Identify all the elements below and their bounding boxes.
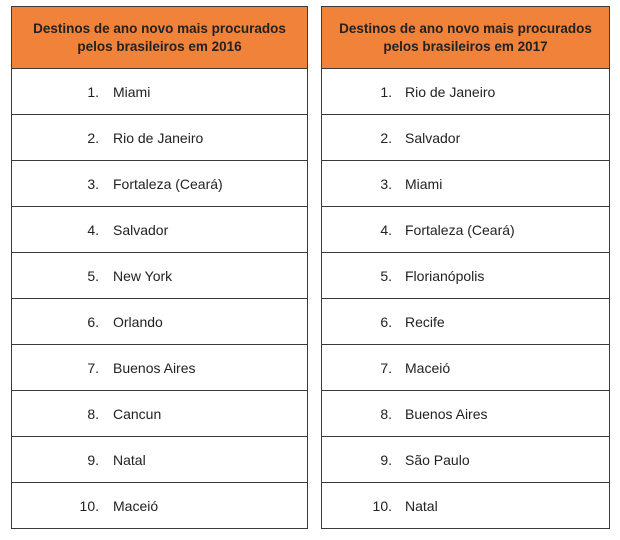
destination-name: Cancun: [113, 405, 162, 422]
rank-number: 8.: [380, 405, 392, 422]
destination-name: Rio de Janeiro: [405, 83, 496, 100]
rank-number: 4.: [380, 221, 392, 238]
rank-number: 9.: [87, 451, 99, 468]
table-row: 3. Miami: [322, 161, 609, 207]
rank-number: 5.: [87, 267, 99, 284]
rank-number: 8.: [87, 405, 99, 422]
rank-number: 10.: [79, 497, 99, 514]
destination-name: Miami: [113, 83, 151, 100]
table-row: 8. Buenos Aires: [322, 391, 609, 437]
table-row: 2. Salvador: [322, 115, 609, 161]
table-row: 2. Rio de Janeiro: [12, 115, 307, 161]
rank-number: 1.: [380, 83, 392, 100]
table-row: 5. Florianópolis: [322, 253, 609, 299]
destination-name: Fortaleza (Ceará): [113, 175, 223, 192]
destination-name: Buenos Aires: [405, 405, 488, 422]
table-row: 1. Miami: [12, 69, 307, 115]
table-row: 3. Fortaleza (Ceará): [12, 161, 307, 207]
table-row: 6. Orlando: [12, 299, 307, 345]
rank-number: 4.: [87, 221, 99, 238]
rank-number: 6.: [380, 313, 392, 330]
table-row: 4. Fortaleza (Ceará): [322, 207, 609, 253]
table-row: 5. New York: [12, 253, 307, 299]
rank-number: 6.: [87, 313, 99, 330]
table-2017: Destinos de ano novo mais procurados pel…: [321, 6, 610, 529]
destination-name: Fortaleza (Ceará): [405, 221, 515, 238]
destination-name: Buenos Aires: [113, 359, 196, 376]
table-header-2017: Destinos de ano novo mais procurados pel…: [322, 7, 609, 69]
table-row: 1. Rio de Janeiro: [322, 69, 609, 115]
destination-name: Florianópolis: [405, 267, 485, 284]
rank-number: 5.: [380, 267, 392, 284]
destination-name: Recife: [405, 313, 445, 330]
table-row: 4. Salvador: [12, 207, 307, 253]
table-row: 6. Recife: [322, 299, 609, 345]
destination-name: New York: [113, 267, 173, 284]
destination-name: Maceió: [113, 497, 159, 514]
rows-2016: 1. Miami 2. Rio de Janeiro 3. Fortaleza (Cear…: [12, 69, 307, 528]
table-2016: Destinos de ano novo mais procurados pel…: [11, 6, 308, 529]
table-row: 10. Maceió: [12, 483, 307, 528]
table-header-2016: Destinos de ano novo mais procurados pel…: [12, 7, 307, 69]
rank-number: 7.: [380, 359, 392, 376]
destination-name: Rio de Janeiro: [113, 129, 204, 146]
rank-number: 2.: [87, 129, 99, 146]
table-row: 8. Cancun: [12, 391, 307, 437]
table-row: 9. Natal: [12, 437, 307, 483]
rank-number: 3.: [380, 175, 392, 192]
destination-name: Natal: [113, 451, 146, 468]
table-row: 7. Maceió: [322, 345, 609, 391]
destination-name: Natal: [405, 497, 438, 514]
table-row: 10. Natal: [322, 483, 609, 528]
destination-name: Salvador: [113, 221, 169, 238]
rank-number: 1.: [87, 83, 99, 100]
rank-number: 7.: [87, 359, 99, 376]
destination-name: Maceió: [405, 359, 451, 376]
rows-2017: 1. Rio de Janeiro 2. Salvador 3. Miami 4. Forta…: [322, 69, 609, 528]
rank-number: 10.: [372, 497, 392, 514]
rank-number: 9.: [380, 451, 392, 468]
table-row: 7. Buenos Aires: [12, 345, 307, 391]
destination-name: Salvador: [405, 129, 461, 146]
rank-number: 3.: [87, 175, 99, 192]
destination-name: Miami: [405, 175, 443, 192]
destination-name: Orlando: [113, 313, 163, 330]
table-row: 9. São Paulo: [322, 437, 609, 483]
rank-number: 2.: [380, 129, 392, 146]
destination-name: São Paulo: [405, 451, 470, 468]
